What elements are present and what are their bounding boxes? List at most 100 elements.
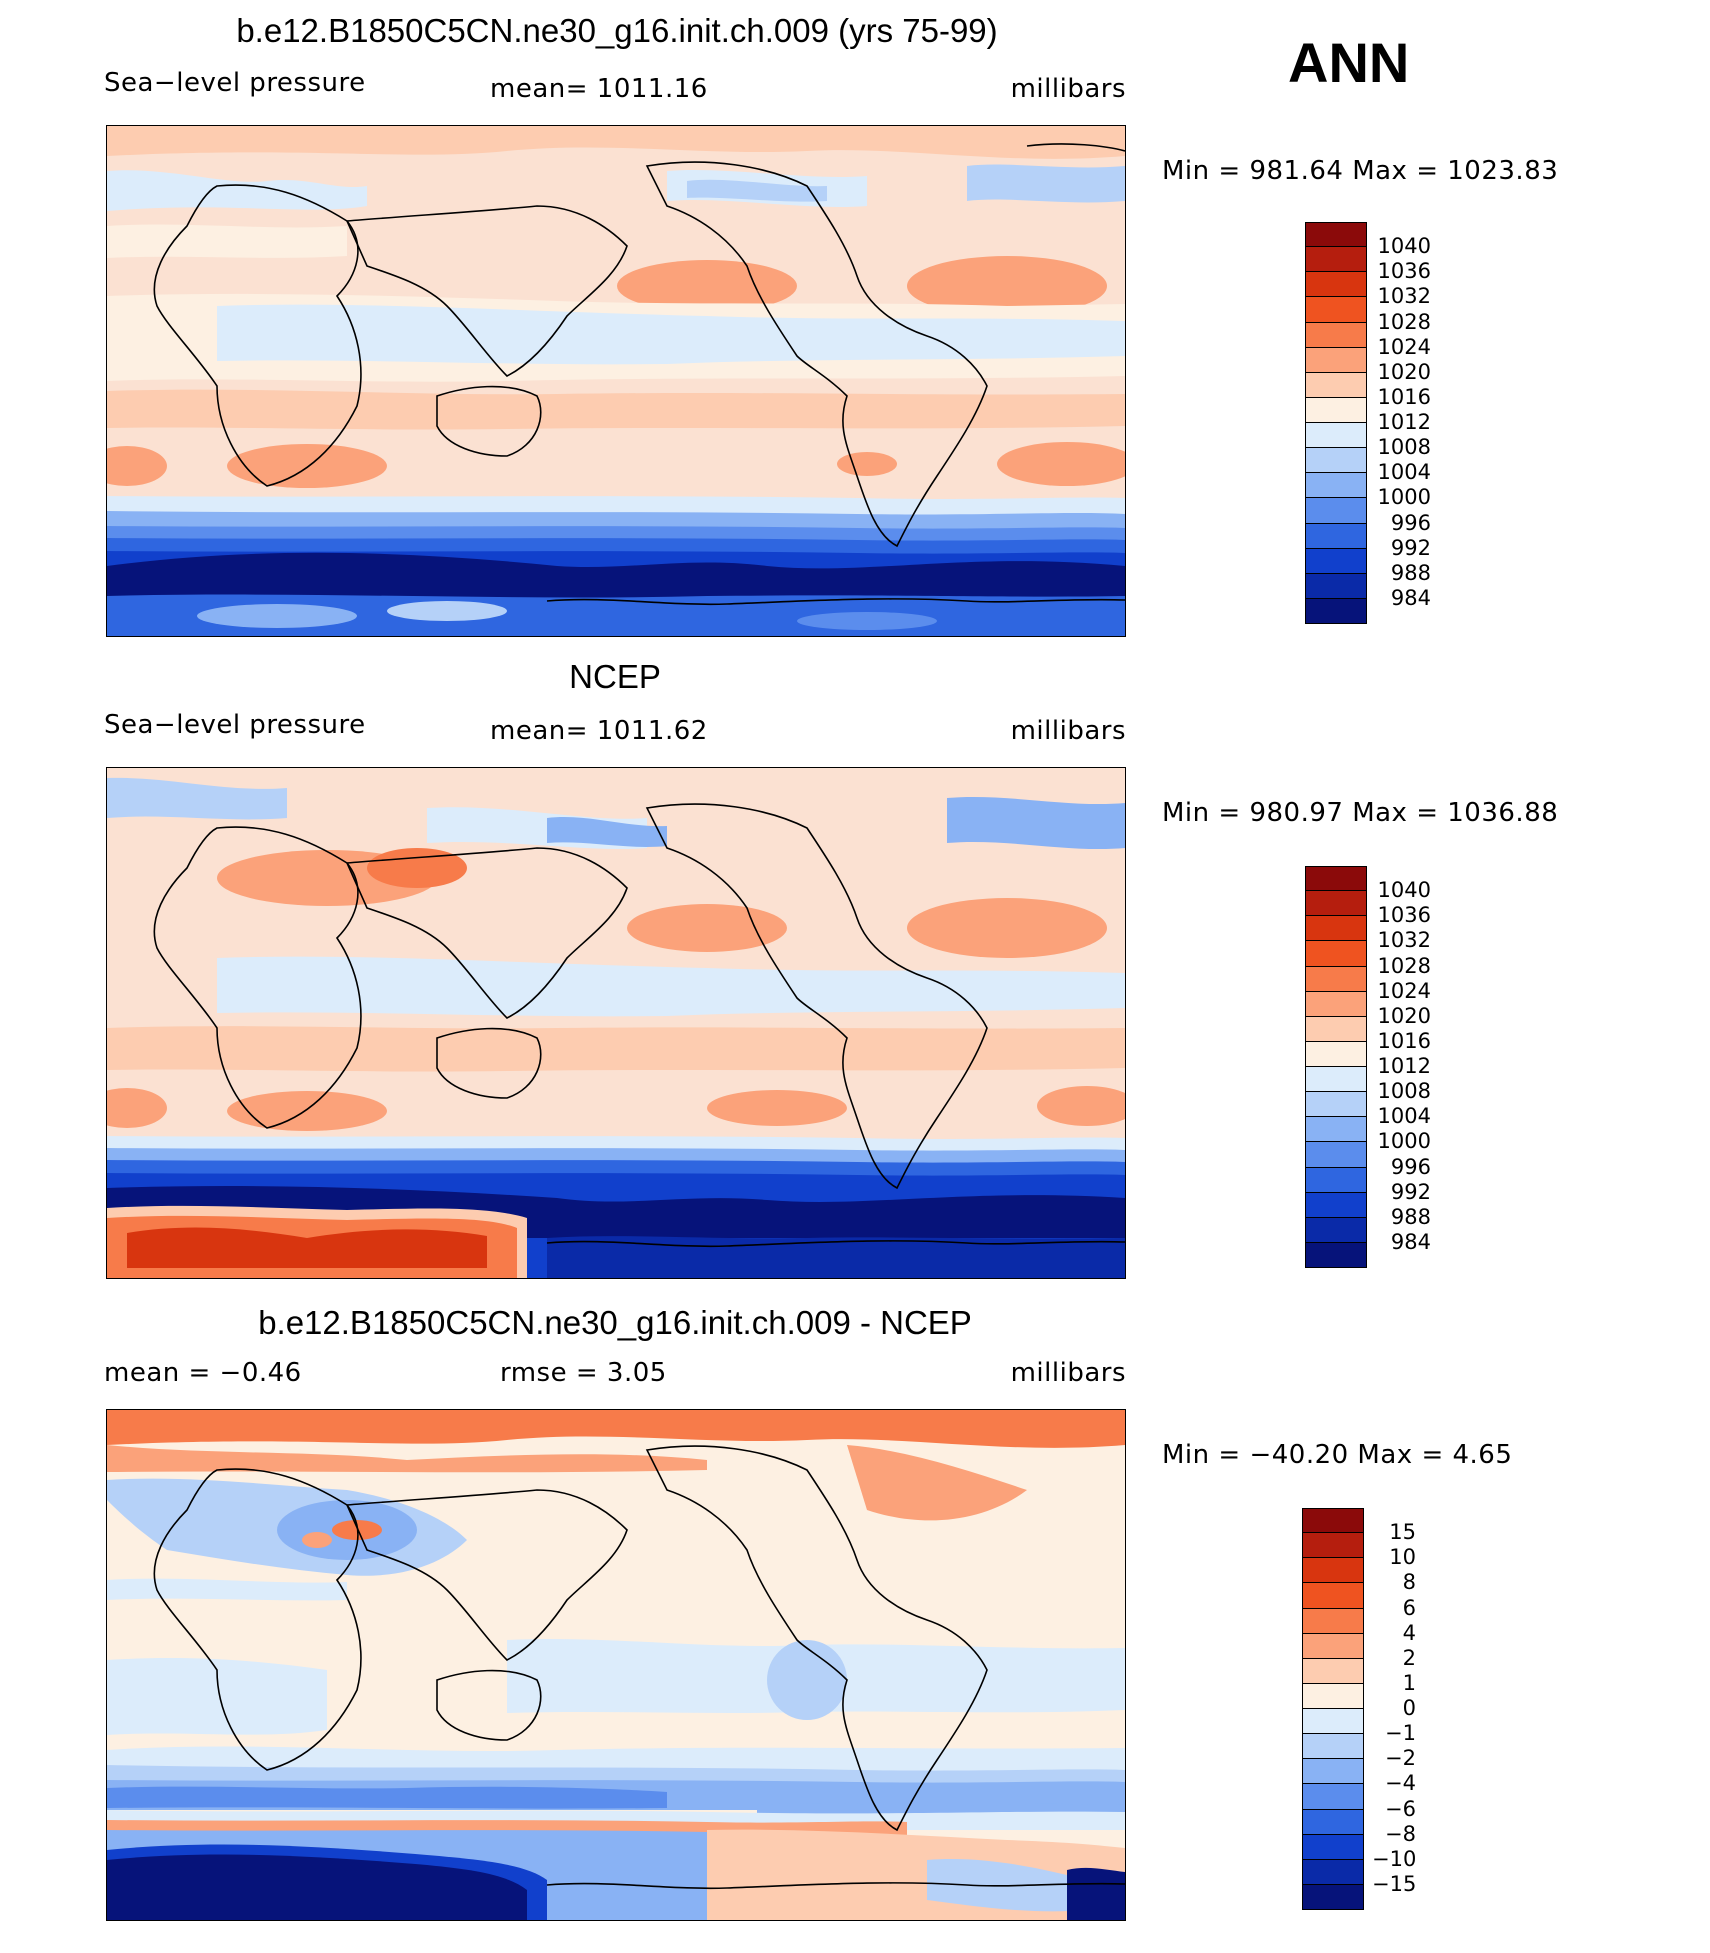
colorbar-level-label: 1004 (1377, 1104, 1431, 1129)
colorbar-swatch (1305, 866, 1367, 892)
season-label: ANN (1288, 31, 1410, 94)
colorbar-swatch (1302, 1558, 1364, 1584)
colorbar-swatch (1302, 1608, 1364, 1634)
colorbar-level-label: 1032 (1377, 284, 1431, 309)
colorbar-level-label: −1 (1385, 1721, 1416, 1746)
panel-3-minmax: Min = −40.20 Max = 4.65 (1162, 1440, 1513, 1470)
colorbar-swatch (1305, 247, 1367, 273)
colorbar-level-label: 1000 (1377, 485, 1431, 510)
panel-1-slp-contour-field (107, 126, 1125, 636)
colorbar-level-label: 1028 (1377, 309, 1431, 334)
colorbar-level-label: 10 (1389, 1545, 1416, 1570)
colorbar-level-label: 984 (1390, 1229, 1431, 1254)
colorbar-level-label: 1016 (1377, 1028, 1431, 1053)
colorbar-swatch (1305, 222, 1367, 248)
colorbar-level-label: 992 (1390, 535, 1431, 560)
colorbar-level-label: 4 (1402, 1620, 1416, 1645)
colorbar-swatch (1305, 297, 1367, 323)
colorbar-level-label: 1040 (1377, 234, 1431, 259)
panel-3-units-label: millibars (1010, 1358, 1126, 1388)
panel-1-colorbar-frame (1305, 222, 1367, 624)
panel-1-mean-label: mean= 1011.16 (490, 74, 708, 104)
panel-1-title: b.e12.B1850C5CN.ne30_g16.init.ch.009 (yr… (236, 12, 998, 49)
panel-2-mean-label: mean= 1011.62 (490, 716, 708, 746)
colorbar-level-label: 996 (1390, 1154, 1431, 1179)
colorbar-level-label: 2 (1402, 1645, 1416, 1670)
panel-1-units-label: millibars (1010, 74, 1126, 104)
colorbar-swatch (1302, 1709, 1364, 1735)
colorbar-swatch (1305, 891, 1367, 917)
colorbar-level-label: 1028 (1377, 953, 1431, 978)
colorbar-level-label: 1036 (1377, 903, 1431, 928)
colorbar-swatch (1302, 1859, 1364, 1885)
colorbar-level-label: 1008 (1377, 1079, 1431, 1104)
panel-3-rmse-label: rmse = 3.05 (500, 1358, 667, 1388)
colorbar-swatch (1305, 598, 1367, 624)
colorbar-swatch (1302, 1658, 1364, 1684)
colorbar-swatch (1305, 523, 1367, 549)
panel-3-map (106, 1409, 1126, 1921)
colorbar-swatch (1305, 1016, 1367, 1042)
colorbar-swatch (1305, 322, 1367, 348)
panel-2-colorbar-frame (1305, 866, 1367, 1268)
colorbar-swatch (1305, 991, 1367, 1017)
colorbar-swatch (1302, 1533, 1364, 1559)
colorbar-swatch (1302, 1734, 1364, 1760)
colorbar-level-label: 1032 (1377, 928, 1431, 953)
panel-2-map (106, 767, 1126, 1279)
colorbar-swatch (1302, 1784, 1364, 1810)
colorbar-swatch (1305, 1167, 1367, 1193)
panel-2-variable-label: Sea−level pressure (104, 710, 366, 740)
colorbar-swatch (1305, 473, 1367, 499)
colorbar-swatch (1302, 1633, 1364, 1659)
colorbar-swatch (1302, 1809, 1364, 1835)
colorbar-level-label: 988 (1390, 1204, 1431, 1229)
colorbar-level-label: 992 (1390, 1179, 1431, 1204)
colorbar-level-label: −4 (1385, 1771, 1416, 1796)
panel-2-minmax: Min = 980.97 Max = 1036.88 (1162, 798, 1559, 828)
colorbar-swatch (1305, 372, 1367, 398)
colorbar-swatch (1305, 941, 1367, 967)
panel-1-map (106, 125, 1126, 637)
colorbar-swatch (1305, 498, 1367, 524)
colorbar-level-label: 1012 (1377, 410, 1431, 434)
colorbar-swatch (1302, 1683, 1364, 1709)
colorbar-swatch (1305, 1117, 1367, 1143)
colorbar-swatch (1302, 1508, 1364, 1534)
colorbar-level-label: 984 (1390, 585, 1431, 610)
colorbar-swatch (1302, 1759, 1364, 1785)
colorbar-level-label: 6 (1402, 1595, 1416, 1620)
colorbar-swatch (1305, 1217, 1367, 1243)
colorbar-level-label: −6 (1385, 1796, 1416, 1821)
colorbar-level-label: 988 (1390, 560, 1431, 585)
panel-3-mean-label: mean = −0.46 (104, 1358, 302, 1388)
colorbar-swatch (1305, 1142, 1367, 1168)
panel-3-title: b.e12.B1850C5CN.ne30_g16.init.ch.009 - N… (258, 1304, 972, 1341)
colorbar-swatch (1305, 397, 1367, 423)
colorbar-level-label: 1020 (1377, 359, 1431, 384)
colorbar-level-label: 1016 (1377, 384, 1431, 409)
colorbar-swatch (1305, 548, 1367, 574)
panel-2-slp-contour-field (107, 768, 1125, 1278)
colorbar-level-label: 1012 (1377, 1054, 1431, 1078)
colorbar-level-label: 1 (1402, 1670, 1416, 1695)
colorbar-swatch (1305, 1041, 1367, 1067)
colorbar-swatch (1305, 347, 1367, 373)
colorbar-swatch (1302, 1884, 1364, 1910)
panel-2-title: NCEP (569, 658, 661, 695)
colorbar-swatch (1305, 1092, 1367, 1118)
colorbar-level-label: 996 (1390, 510, 1431, 535)
panel-2-units-label: millibars (1010, 716, 1126, 746)
colorbar-level-label: 1024 (1377, 978, 1431, 1003)
colorbar-level-label: 1040 (1377, 878, 1431, 903)
colorbar-level-label: 8 (1402, 1570, 1416, 1595)
colorbar-level-label: −2 (1385, 1746, 1416, 1771)
colorbar-level-label: 1008 (1377, 435, 1431, 460)
colorbar-swatch (1305, 966, 1367, 992)
colorbar-swatch (1305, 423, 1367, 449)
colorbar-swatch (1305, 1067, 1367, 1093)
colorbar-level-label: 15 (1389, 1520, 1416, 1545)
colorbar-level-label: 1004 (1377, 460, 1431, 485)
colorbar-swatch (1305, 272, 1367, 298)
colorbar-level-label: 0 (1402, 1696, 1416, 1720)
